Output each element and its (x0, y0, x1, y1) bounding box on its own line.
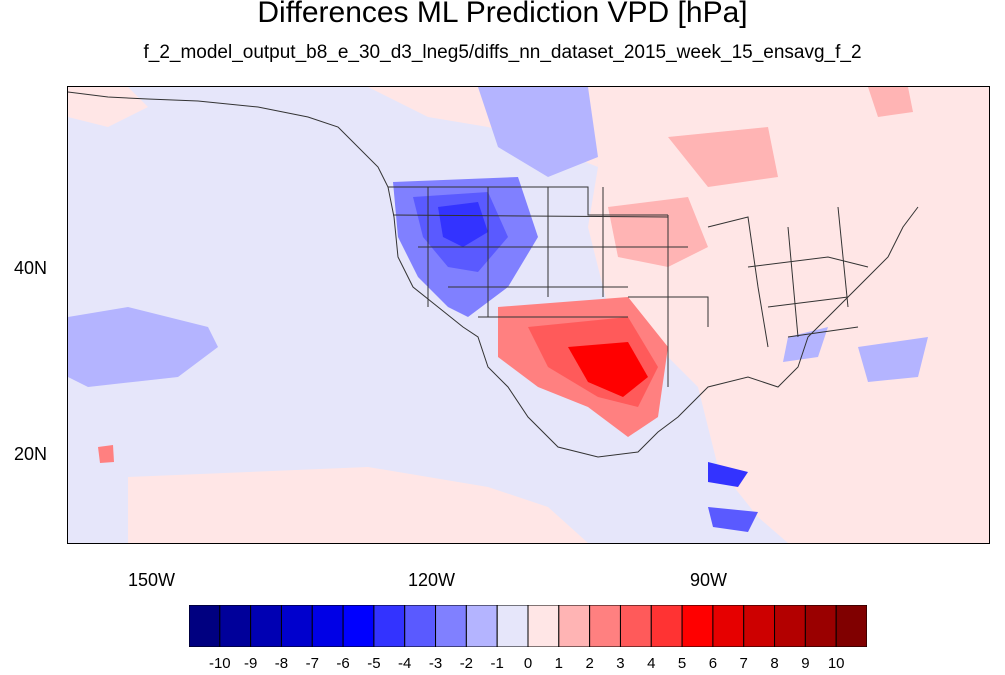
y-tick-20n: 20N (14, 444, 48, 464)
colorbar-tick-label: 8 (770, 655, 779, 672)
colorbar-tick-label: 2 (585, 655, 594, 672)
map-subtitle: f_2_model_output_b8_e_30_d3_lneg5/diffs_… (143, 42, 862, 63)
colorbar-tick-label: 0 (523, 655, 533, 672)
colorbar-tick-label: 10 (827, 655, 845, 672)
map-title: Differences ML Prediction VPD [hPa] (257, 0, 748, 29)
x-tick-120w: 120W (408, 570, 456, 590)
colorbar-tick-label: 6 (708, 655, 718, 672)
colorbar-tick-label: 9 (801, 655, 810, 672)
x-tick-150w: 150W (128, 570, 176, 590)
colorbar-swatch (465, 605, 498, 647)
colorbar-swatch (250, 605, 282, 647)
colorbar-swatch (342, 605, 375, 647)
colorbar (189, 605, 867, 647)
colorbar-swatch (280, 605, 313, 647)
coastlines-and-borders (68, 91, 919, 458)
colorbar-swatch (558, 605, 591, 647)
colorbar-tick-label: -9 (243, 655, 258, 672)
colorbar-tick-label: 1 (554, 655, 563, 672)
colorbar-swatch (435, 605, 467, 647)
colorbar-tick-label: -10 (208, 655, 231, 672)
colorbar-swatch (712, 605, 745, 647)
colorbar-tick-label: -5 (367, 655, 381, 672)
colorbar-swatch (589, 605, 621, 647)
colorbar-tick-label: -7 (305, 655, 319, 672)
colorbar-swatch (681, 605, 714, 647)
colorbar-swatch (404, 605, 437, 647)
colorbar-tick-label: 5 (677, 655, 687, 672)
colorbar-tick-label: 7 (739, 655, 748, 672)
colorbar-swatch (835, 605, 867, 647)
colorbar-tick-label: -2 (459, 655, 474, 672)
colorbar-tick-label: 4 (647, 655, 656, 672)
colorbar-tick-label: 3 (616, 655, 625, 672)
colorbar-swatch (527, 605, 560, 647)
x-tick-90w: 90W (690, 570, 728, 590)
colorbar-swatch (496, 605, 529, 647)
colorbar-tick-label: -4 (398, 655, 412, 672)
map-plot-area (67, 86, 990, 544)
colorbar-labels: -10 -9 -8 -7 -6 -5 -4 -3 -2 -1 0 1 2 3 4 5 6 7 8 9 10 (0, 655, 1005, 675)
colorbar-swatch (373, 605, 406, 647)
colorbar-swatch (311, 605, 344, 647)
colorbar-tick-label: -3 (428, 655, 443, 672)
y-tick-40n: 40N (14, 258, 48, 278)
colorbar-tick-label: -8 (274, 655, 289, 672)
colorbar-swatch (774, 605, 806, 647)
colorbar-swatch (219, 605, 252, 647)
colorbar-swatch (189, 605, 221, 647)
map-canvas (68, 87, 989, 543)
colorbar-tick-label: -6 (336, 655, 350, 672)
colorbar-swatch (650, 605, 683, 647)
southwest-positive-anomaly (98, 87, 913, 463)
colorbar-swatch (804, 605, 837, 647)
colorbar-swatch (743, 605, 776, 647)
colorbar-tick-label: -1 (490, 655, 504, 672)
colorbar-swatch (619, 605, 652, 647)
